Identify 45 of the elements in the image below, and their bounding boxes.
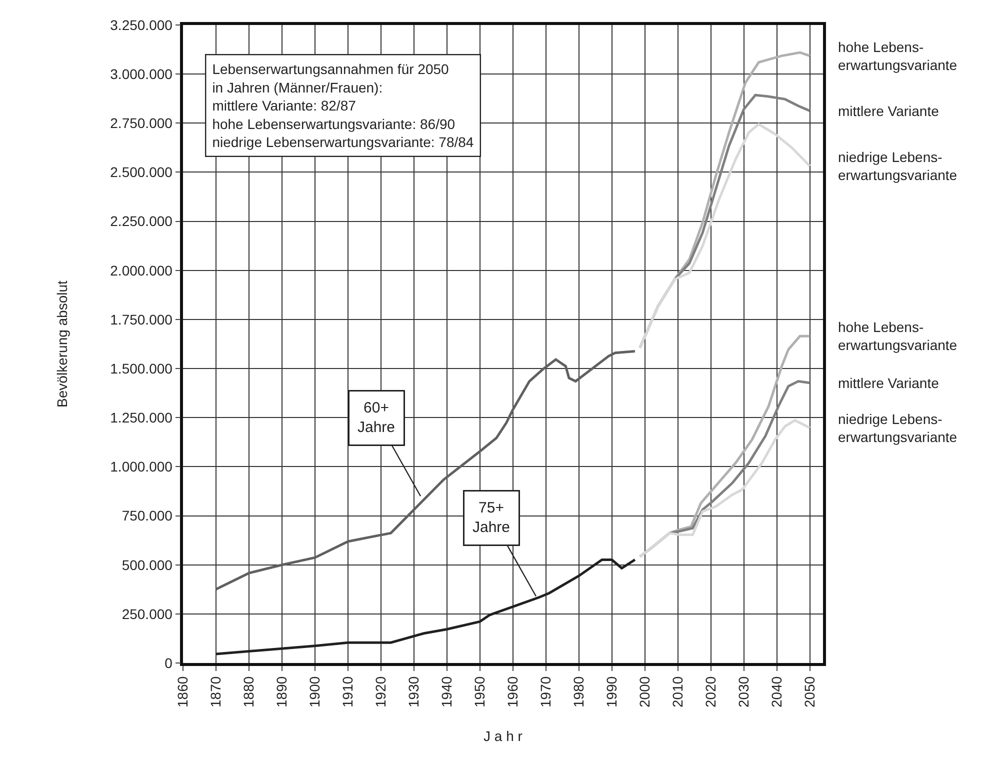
y-tick-label: 3.000.000 bbox=[110, 66, 173, 82]
x-tick-label: 1930 bbox=[405, 676, 422, 708]
x-axis-title: J a h r bbox=[484, 728, 523, 744]
text: niedrige Lebens-erwartungsvariante bbox=[838, 149, 958, 184]
y-tick-label: 1.500.000 bbox=[110, 360, 173, 376]
x-tick-label: 2010 bbox=[669, 676, 686, 708]
y-tick-label: 0 bbox=[164, 654, 173, 671]
x-tick-label: 1980 bbox=[570, 676, 586, 708]
x-tick-label: 2020 bbox=[702, 676, 718, 708]
x-tick-label: 2000 bbox=[636, 676, 652, 708]
x-tick-label: 1960 bbox=[504, 676, 520, 708]
y-tick-label: 1.000.000 bbox=[110, 458, 173, 475]
text: niedrige Lebens-erwartungsvariante bbox=[838, 411, 958, 446]
text: mittlere Variante bbox=[838, 375, 940, 391]
text: mittlere Variante bbox=[838, 103, 940, 119]
y-tick-label: 2.000.000 bbox=[110, 262, 173, 278]
text: hohe Lebens-erwartungsvariante bbox=[838, 319, 958, 354]
y-axis-title: Bevölkerung absolut bbox=[54, 280, 70, 408]
annotation: Lebenserwartungsannahmen für 2050 in Jahren (Männer/Frauen): mittlere Variante: 82/87 hohe Lebenserwartungsvariante: 86/90 niedrige Lebenserwartungsvariante: 78/84 bbox=[212, 61, 474, 150]
x-tick-label: 1990 bbox=[603, 676, 620, 708]
annotation: 75+ Jahre bbox=[472, 500, 510, 536]
x-tick-label: 1910 bbox=[340, 676, 356, 708]
annotation: 60+ Jahre bbox=[358, 400, 396, 436]
text: hohe Lebens-erwartungsvariante bbox=[838, 39, 958, 74]
x-tick-label: 2040 bbox=[768, 676, 784, 708]
x-tick-label: 1970 bbox=[537, 676, 554, 708]
x-tick-label: 1940 bbox=[438, 676, 454, 708]
y-tick-label: 1.750.000 bbox=[110, 311, 173, 328]
y-tick-label: 2.750.000 bbox=[110, 115, 173, 132]
y-tick-label: 2.500.000 bbox=[110, 164, 173, 180]
x-tick-label: 2050 bbox=[801, 676, 818, 708]
x-tick-label: 2030 bbox=[735, 676, 752, 708]
x-tick-label: 1890 bbox=[274, 676, 290, 708]
y-tick-label: 500.000 bbox=[122, 556, 173, 573]
x-tick-label: 1860 bbox=[174, 676, 191, 708]
x-tick-label: 1950 bbox=[471, 676, 488, 708]
x-tick-label: 1870 bbox=[208, 676, 224, 708]
y-tick-label: 750.000 bbox=[122, 508, 173, 524]
x-tick-label: 1880 bbox=[240, 676, 257, 708]
y-tick-label: 1.250.000 bbox=[110, 410, 173, 426]
y-tick-label: 3.250.000 bbox=[110, 16, 173, 33]
x-tick-label: 1920 bbox=[372, 676, 388, 708]
y-tick-label: 2.250.000 bbox=[110, 213, 173, 230]
y-tick-label: 250.000 bbox=[122, 606, 173, 622]
x-tick-label: 1900 bbox=[306, 676, 323, 708]
